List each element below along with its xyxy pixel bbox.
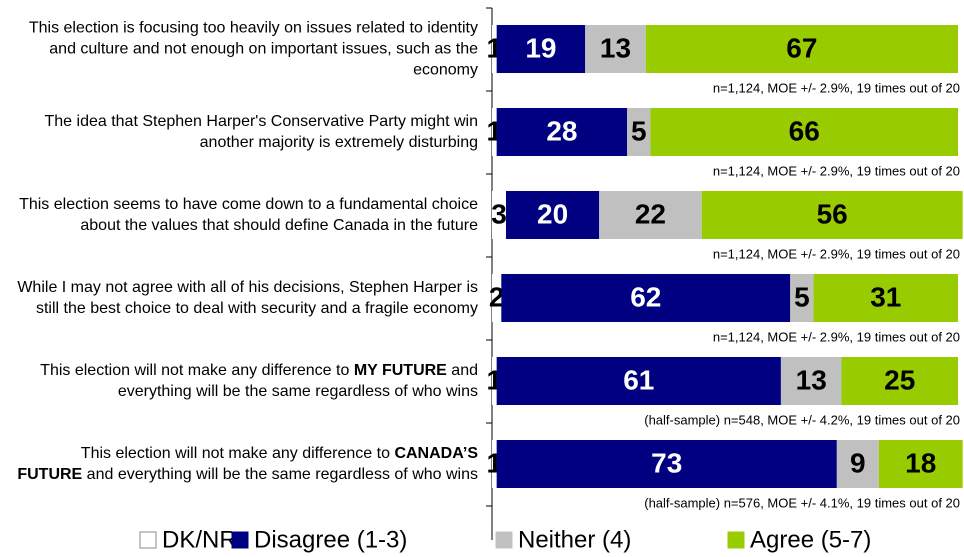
legend-swatch <box>231 531 249 549</box>
category-text: This election seems to have come down to… <box>19 196 478 234</box>
value-label: 28 <box>546 115 577 146</box>
bar-segment <box>492 191 506 239</box>
bar-segment <box>492 25 497 73</box>
category-text: and everything will be the same regardle… <box>117 362 478 400</box>
value-label: 62 <box>630 281 661 312</box>
bar-segment <box>701 191 963 239</box>
legend-label: Disagree (1-3) <box>254 526 407 553</box>
bar-segment <box>878 440 963 488</box>
category-text: This election will not make any differen… <box>40 362 354 379</box>
category-text: and everything will be the same regardle… <box>82 466 478 483</box>
value-label: 25 <box>884 364 915 395</box>
note: n=1,124, MOE +/- 2.9%, 19 times out of 2… <box>713 246 960 261</box>
value-label: 66 <box>789 115 820 146</box>
category-text: This election will not make any differen… <box>80 445 395 462</box>
legend-label: DK/NR <box>162 526 237 553</box>
category-label: While I may not agree with all of his de… <box>13 277 478 319</box>
value-label: 5 <box>631 115 647 146</box>
bar-segment <box>836 440 879 488</box>
category-label: This election will not make any differen… <box>13 443 478 485</box>
category-label: This election is focusing too heavily on… <box>13 18 478 81</box>
bar-segment <box>650 108 958 156</box>
value-label: 13 <box>796 364 827 395</box>
bar-segment <box>790 274 814 322</box>
value-label: 5 <box>794 281 810 312</box>
category-label: This election seems to have come down to… <box>13 194 478 236</box>
bar-segment <box>492 357 497 405</box>
bar-segment <box>496 25 586 73</box>
category-text: The idea that Stephen Harper's Conservat… <box>44 113 479 151</box>
value-label: 31 <box>870 281 901 312</box>
value-label: 67 <box>786 32 817 63</box>
category-text: While I may not agree with all of his de… <box>17 279 478 317</box>
value-label: 56 <box>817 198 848 229</box>
value-label: 73 <box>651 447 682 478</box>
value-label: 2 <box>489 281 505 312</box>
bar-segment <box>585 25 646 73</box>
bar-segment <box>780 357 842 405</box>
bar-segment <box>627 108 651 156</box>
value-label: 22 <box>635 198 666 229</box>
bar-segment <box>496 357 781 405</box>
bar-segment <box>492 440 497 488</box>
category-text: CANADA’S FUTURE <box>17 445 478 483</box>
note: (half-sample) n=576, MOE +/- 4.1%, 19 ti… <box>644 495 960 510</box>
value-label: 3 <box>491 198 507 229</box>
bar-segment <box>492 108 497 156</box>
note: n=1,124, MOE +/- 2.9%, 19 times out of 2… <box>713 329 960 344</box>
value-label: 18 <box>905 447 936 478</box>
value-label: 20 <box>537 198 568 229</box>
category-label: The idea that Stephen Harper's Conservat… <box>13 111 479 153</box>
note: n=1,124, MOE +/- 2.9%, 19 times out of 2… <box>713 163 960 178</box>
bar-segment <box>496 440 837 488</box>
legend-label: Agree (5-7) <box>750 526 871 553</box>
bar-segment <box>496 108 628 156</box>
category-text: MY FUTURE <box>353 362 447 379</box>
bar-segment <box>813 274 958 322</box>
bar-segment <box>505 191 600 239</box>
legend-label: Neither (4) <box>518 526 631 553</box>
bar-segment <box>645 25 958 73</box>
value-label: 13 <box>600 32 631 63</box>
note: (half-sample) n=548, MOE +/- 4.2%, 19 ti… <box>644 412 960 427</box>
value-label: 61 <box>623 364 654 395</box>
legend-swatch <box>495 531 513 549</box>
legend-swatch <box>139 531 157 549</box>
note: n=1,124, MOE +/- 2.9%, 19 times out of 2… <box>713 80 960 95</box>
value-label: 19 <box>525 32 556 63</box>
bar-segment <box>501 274 791 322</box>
value-label: 9 <box>850 447 866 478</box>
bar-segment <box>841 357 958 405</box>
category-label: This election will not make any differen… <box>13 360 478 402</box>
legend-swatch <box>727 531 745 549</box>
category-text: This election is focusing too heavily on… <box>28 19 478 79</box>
bar-segment <box>599 191 702 239</box>
bar-segment <box>492 274 502 322</box>
